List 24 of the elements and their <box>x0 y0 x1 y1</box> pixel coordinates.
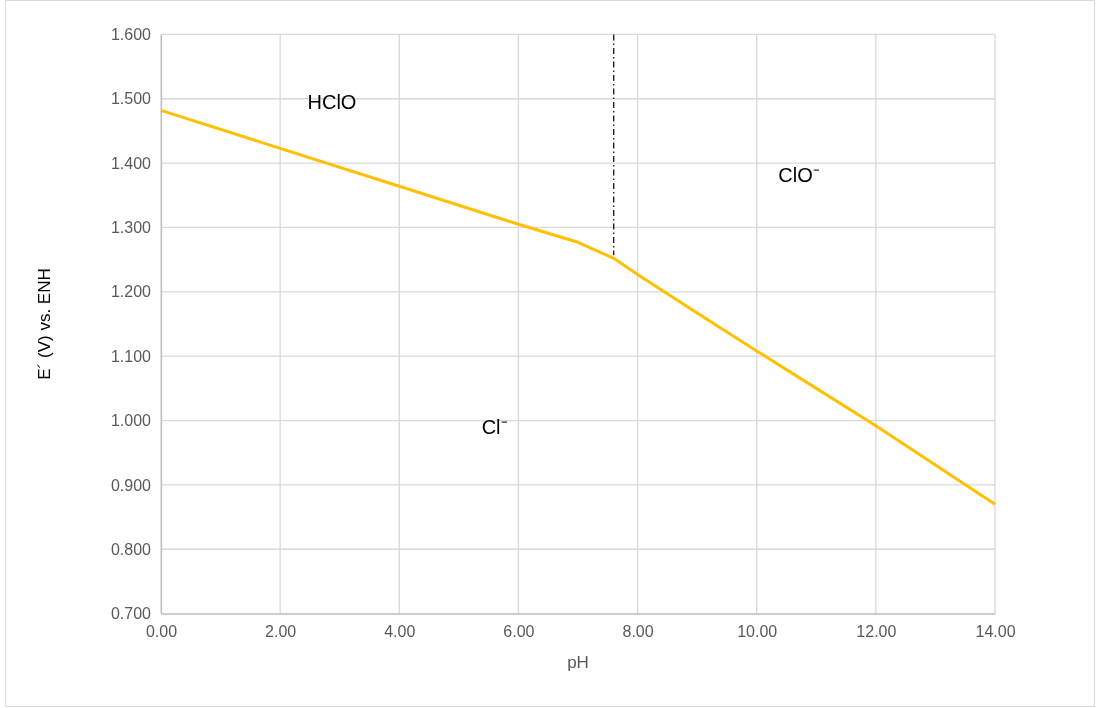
y-tick-label: 0.800 <box>110 540 152 558</box>
x-tick-label: 12.00 <box>856 622 897 640</box>
y-tick-label: 1.600 <box>110 26 152 44</box>
x-axis-title: pH <box>567 653 589 672</box>
x-tick-label: 10.00 <box>737 622 778 640</box>
line-series <box>159 108 997 506</box>
x-tick-label: 8.00 <box>622 622 654 640</box>
x-tick-label: 2.00 <box>265 622 297 640</box>
y-tick-label: 0.900 <box>110 476 152 494</box>
x-tick-label: 4.00 <box>384 622 416 640</box>
y-tick-label: 1.500 <box>110 90 152 108</box>
x-tick-label: 0.00 <box>145 622 178 640</box>
y-tick-label: 1.300 <box>110 219 152 237</box>
y-tick-label: 0.700 <box>110 605 152 623</box>
annotation: ClO⁻ <box>778 163 820 186</box>
annotation: Cl⁻ <box>481 415 508 438</box>
y-tick-label: 1.400 <box>110 154 152 172</box>
x-tick-label: 6.00 <box>503 622 535 640</box>
y-tick-label: 1.100 <box>110 347 152 365</box>
annotation: HClO <box>307 91 357 114</box>
y-axis-title: E´ (V) vs. ENH <box>35 268 54 380</box>
x-tick-label: 14.00 <box>975 622 1016 640</box>
y-tick-label: 1.000 <box>110 412 152 430</box>
y-tick-label: 1.200 <box>110 283 152 301</box>
